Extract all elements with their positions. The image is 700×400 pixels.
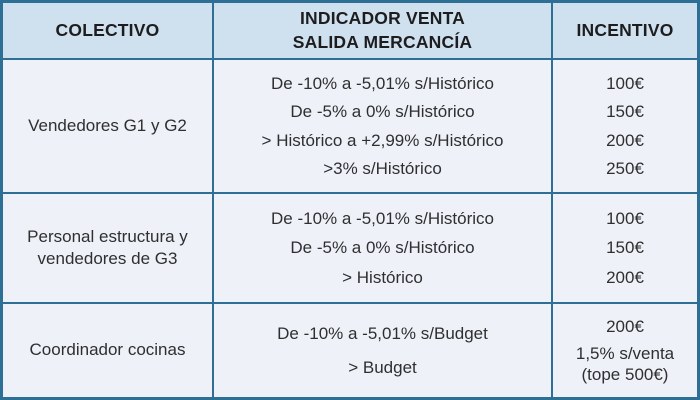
- incentive-value: 150€: [606, 102, 644, 122]
- incentive-value: 100€: [606, 74, 644, 93]
- condition-line: > Histórico a +2,99% s/Histórico: [261, 130, 504, 150]
- row-incentives: 200€ 1,5% s/venta (tope 500€): [553, 304, 697, 397]
- incentive-value: 200€: [606, 267, 644, 287]
- condition-line: >3% s/Histórico: [323, 158, 442, 178]
- row-incentives: 100€ 150€ 200€: [553, 194, 697, 304]
- condition-line: > Budget: [348, 357, 417, 377]
- incentive-value: 100€: [606, 209, 644, 229]
- incentive-value: 1,5% s/venta (tope 500€): [575, 343, 675, 384]
- row-conditions: De -10% a -5,01% s/Histórico De -5% a 0%…: [214, 194, 553, 304]
- row-colectivo: Coordinador cocinas: [3, 304, 214, 397]
- row-conditions: De -10% a -5,01% s/Budget > Budget: [214, 304, 553, 397]
- incentive-value: 200€: [606, 130, 644, 150]
- condition-line: De -10% a -5,01% s/Histórico: [271, 74, 494, 93]
- incentive-value: 250€: [606, 158, 644, 178]
- condition-line: De -10% a -5,01% s/Histórico: [271, 209, 494, 229]
- condition-line: De -5% a 0% s/Histórico: [290, 102, 475, 122]
- header-colectivo: COLECTIVO: [3, 3, 214, 60]
- row-conditions: De -10% a -5,01% s/Histórico De -5% a 0%…: [214, 60, 553, 194]
- header-incentivo: INCENTIVO: [553, 3, 697, 60]
- condition-line: De -5% a 0% s/Histórico: [290, 238, 475, 258]
- condition-line: De -10% a -5,01% s/Budget: [277, 323, 488, 343]
- row-incentives: 100€ 150€ 200€ 250€: [553, 60, 697, 194]
- row-colectivo: Personal estructura y vendedores de G3: [3, 194, 214, 304]
- row-colectivo: Vendedores G1 y G2: [3, 60, 214, 194]
- incentive-table-grid: COLECTIVO INDICADOR VENTA SALIDA MERCANC…: [3, 3, 697, 397]
- incentive-value: 150€: [606, 238, 644, 258]
- incentive-value: 200€: [606, 316, 644, 336]
- header-indicador-venta: INDICADOR VENTA SALIDA MERCANCÍA: [214, 3, 553, 60]
- condition-line: > Histórico: [342, 267, 423, 287]
